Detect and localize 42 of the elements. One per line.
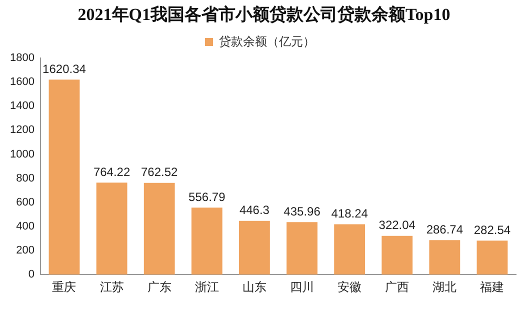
y-tick-label: 400: [16, 220, 34, 232]
data-label: 1620.34: [42, 62, 86, 76]
x-tick-label: 重庆: [52, 280, 76, 294]
bar: [48, 80, 80, 275]
data-label: 418.24: [331, 206, 368, 221]
y-tick-label: 1800: [10, 52, 34, 64]
y-tick-label: 1400: [10, 100, 34, 112]
data-label: 322.04: [378, 218, 416, 232]
bar: [476, 240, 508, 275]
bar: [334, 224, 366, 275]
y-tick-label: 800: [16, 172, 34, 184]
y-tick-label: 1200: [10, 124, 34, 136]
data-label: 282.54: [474, 222, 511, 237]
x-tick-label: 山东: [242, 280, 266, 294]
x-tick-label: 浙江: [194, 280, 219, 294]
x-tick-label: 江苏: [100, 280, 124, 294]
bar: [96, 182, 128, 275]
bar: [382, 236, 413, 275]
y-tick-label: 1600: [10, 76, 34, 88]
data-label: 286.74: [426, 222, 464, 236]
x-tick-label: 四川: [290, 280, 314, 294]
x-tick-label: 湖北: [432, 280, 457, 294]
bar: [239, 220, 270, 275]
y-tick-label: 200: [16, 244, 34, 257]
legend-label: 贷款余额（亿元）: [219, 34, 315, 48]
x-tick-label: 福建: [480, 280, 504, 294]
bar: [191, 208, 222, 275]
x-tick-label: 安徽: [338, 280, 362, 294]
y-tick-label: 600: [16, 196, 34, 208]
chart-title: 2021年Q1我国各省市小额贷款公司贷款余额Top10: [76, 4, 452, 26]
bar: [144, 182, 175, 275]
data-label: 446.3: [239, 203, 270, 218]
data-label: 556.79: [188, 190, 226, 204]
y-tick-label: 1000: [10, 148, 34, 160]
bar: [286, 222, 318, 275]
y-tick-label: 0: [28, 268, 34, 281]
data-label: 435.96: [284, 204, 321, 218]
x-tick-label: 广东: [147, 280, 172, 294]
bar: [429, 240, 460, 275]
data-label: 762.52: [141, 165, 178, 180]
x-tick-label: 广西: [385, 280, 410, 294]
data-label: 764.22: [93, 164, 130, 179]
